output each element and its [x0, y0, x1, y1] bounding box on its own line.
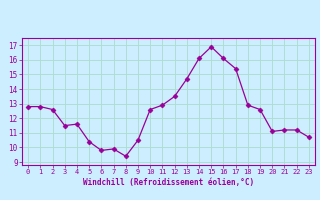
X-axis label: Windchill (Refroidissement éolien,°C): Windchill (Refroidissement éolien,°C)	[83, 178, 254, 187]
